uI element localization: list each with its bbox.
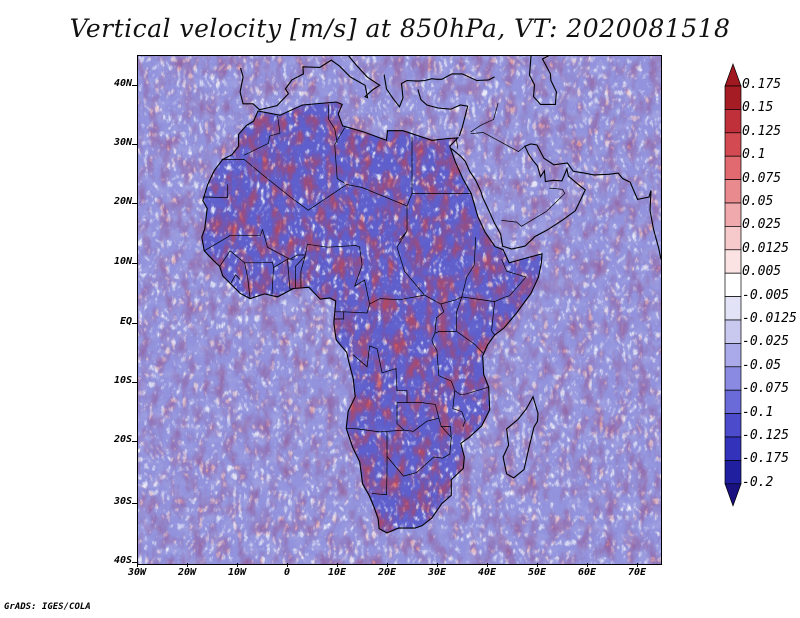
colorbar-swatch bbox=[724, 155, 742, 180]
colorbar-swatch bbox=[724, 179, 742, 204]
lon-tick bbox=[137, 563, 138, 567]
colorbar bbox=[724, 62, 742, 507]
lon-label: 20E bbox=[377, 567, 397, 578]
colorbar-swatch bbox=[724, 389, 742, 414]
colorbar-label: 0.1 bbox=[742, 147, 766, 163]
lon-tick bbox=[387, 563, 388, 567]
lat-tick bbox=[132, 144, 137, 145]
lat-label: 30N bbox=[113, 137, 132, 148]
colorbar-swatch bbox=[724, 249, 742, 274]
colorbar-swatch bbox=[724, 413, 742, 438]
colorbar-swatch bbox=[724, 109, 742, 134]
colorbar-swatch bbox=[724, 343, 742, 368]
country-borders bbox=[202, 103, 566, 496]
lat-tick bbox=[132, 441, 137, 442]
lat-tick bbox=[132, 203, 137, 204]
lat-tick bbox=[132, 562, 137, 563]
colorbar-label: -0.175 bbox=[742, 451, 789, 467]
map-title: Vertical velocity [m/s] at 850hPa, VT: 2… bbox=[69, 14, 731, 43]
colorbar-swatch bbox=[724, 202, 742, 227]
colorbar-label: -0.1 bbox=[742, 404, 774, 420]
colorbar-label: -0.025 bbox=[742, 334, 789, 350]
lon-tick bbox=[537, 563, 538, 567]
colorbar-swatch bbox=[724, 272, 742, 297]
colorbar-label: -0.0125 bbox=[742, 311, 797, 326]
lat-label: 20S bbox=[113, 434, 132, 445]
colorbar-label: -0.125 bbox=[742, 428, 789, 443]
colorbar-label: 0.075 bbox=[742, 170, 782, 186]
velocity-field-map bbox=[138, 56, 661, 564]
lon-label: 70E bbox=[627, 567, 647, 578]
lon-tick bbox=[487, 563, 488, 567]
lon-label: 20W bbox=[177, 567, 197, 578]
arabia-coastline bbox=[450, 56, 661, 260]
lat-tick bbox=[132, 503, 137, 504]
lat-tick bbox=[132, 85, 137, 86]
colorbar-label: 0.0125 bbox=[742, 240, 789, 256]
colorbar-label: -0.05 bbox=[742, 357, 782, 373]
lon-label: 0 bbox=[283, 567, 291, 578]
lat-tick bbox=[132, 263, 137, 264]
lat-label: 40S bbox=[113, 555, 132, 566]
lat-tick bbox=[132, 323, 137, 324]
europe-coastline bbox=[239, 56, 495, 137]
colorbar-swatch bbox=[724, 319, 742, 344]
lon-label: 60E bbox=[577, 567, 597, 578]
lat-label: 40N bbox=[113, 78, 132, 89]
colorbar-label: 0.15 bbox=[742, 100, 774, 116]
colorbar-label: 0.025 bbox=[742, 217, 782, 233]
colorbar-label: -0.2 bbox=[742, 474, 774, 490]
lat-label: 10S bbox=[113, 375, 132, 386]
colorbar-label: 0.05 bbox=[742, 194, 774, 209]
lat-label: 20N bbox=[113, 196, 132, 207]
lon-tick bbox=[337, 563, 338, 567]
lat-label: 30S bbox=[113, 496, 132, 507]
lon-tick bbox=[187, 563, 188, 567]
colorbar-label: -0.075 bbox=[742, 381, 789, 397]
colorbar-label: 0.175 bbox=[742, 77, 782, 92]
lon-label: 40E bbox=[477, 567, 497, 578]
colorbar-swatch bbox=[724, 366, 742, 391]
madagascar-coastline bbox=[502, 395, 539, 479]
lon-label: 10E bbox=[327, 567, 347, 578]
lon-tick bbox=[637, 563, 638, 567]
colorbar-swatch bbox=[724, 132, 742, 157]
lon-tick bbox=[237, 563, 238, 567]
lon-tick bbox=[587, 563, 588, 567]
lon-label: 50E bbox=[527, 567, 547, 578]
lat-label: EQ bbox=[119, 316, 132, 327]
colorbar-swatch bbox=[724, 436, 742, 461]
map-plot-area bbox=[137, 55, 662, 565]
colorbar-label: 0.005 bbox=[742, 264, 782, 280]
colorbar-swatch bbox=[724, 85, 742, 110]
colorbar-bottom-arrow bbox=[724, 483, 742, 507]
colorbar-swatch bbox=[724, 226, 742, 251]
grads-credit: GrADS: IGES/COLA bbox=[4, 602, 91, 612]
lon-tick bbox=[287, 563, 288, 567]
lat-tick bbox=[132, 382, 137, 383]
colorbar-top-arrow bbox=[724, 62, 742, 87]
colorbar-swatch bbox=[724, 296, 742, 321]
lon-tick bbox=[437, 563, 438, 567]
lon-label: 10W bbox=[227, 567, 247, 578]
colorbar-label: 0.125 bbox=[742, 123, 782, 139]
colorbar-label: -0.005 bbox=[742, 287, 789, 303]
lon-label: 30W bbox=[127, 567, 147, 578]
lat-label: 10N bbox=[113, 256, 132, 267]
lon-label: 30E bbox=[427, 567, 447, 578]
africa-coastline bbox=[201, 101, 543, 534]
colorbar-swatch bbox=[724, 460, 742, 485]
